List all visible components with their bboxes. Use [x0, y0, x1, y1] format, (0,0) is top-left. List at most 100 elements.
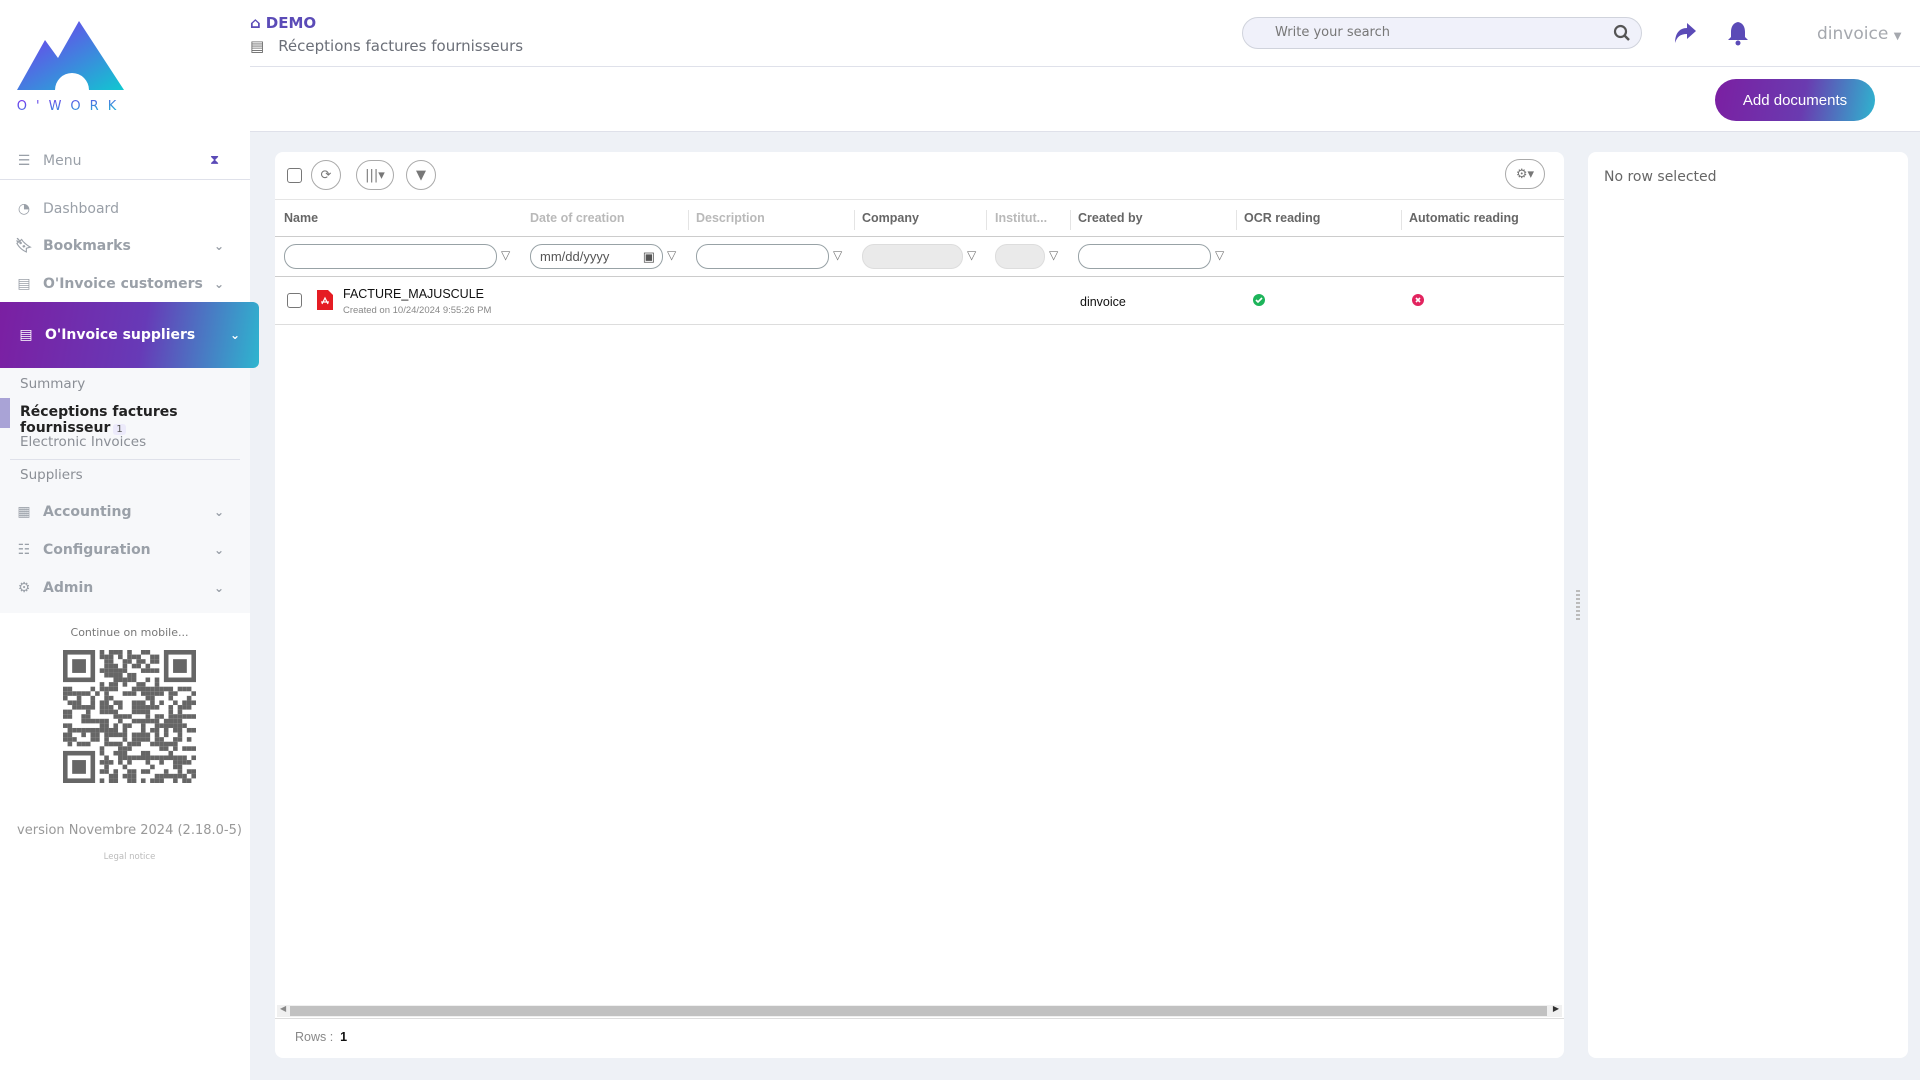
- description-filter-input[interactable]: [696, 244, 829, 269]
- check-circle-icon: [1253, 294, 1265, 306]
- chevron-down-icon: ⌄: [214, 543, 225, 557]
- sidebar-item-oinvoice-customers[interactable]: ▤ O'Invoice customers ⌄: [0, 274, 250, 294]
- document-icon: ▤: [19, 327, 33, 343]
- divider: [275, 236, 1564, 237]
- filter-button[interactable]: ▼: [406, 160, 436, 190]
- column-header-created-by[interactable]: Created by: [1078, 211, 1143, 225]
- gear-icon: ⚙▾: [1515, 166, 1535, 182]
- sidebar-subitem-summary[interactable]: Summary: [20, 376, 86, 392]
- submenu: Summary Réceptions factures fournisseur 1…: [0, 368, 250, 613]
- divider: [275, 276, 1564, 277]
- search-input[interactable]: Write your search: [1242, 17, 1642, 49]
- bell-icon[interactable]: [1727, 21, 1749, 46]
- oork-logo[interactable]: O'WORK: [15, 18, 127, 113]
- column-header-name[interactable]: Name: [284, 211, 319, 225]
- sidebar-subitem-receptions[interactable]: Réceptions factures fournisseur 1: [20, 404, 178, 436]
- refresh-button[interactable]: ⟳: [311, 160, 341, 190]
- column-header-date[interactable]: Date of creation: [530, 211, 625, 225]
- empty-selection-text: No row selected: [1604, 169, 1717, 185]
- sidebar-subitem-electronic-invoices[interactable]: Electronic Invoices: [20, 434, 147, 450]
- table-row[interactable]: FACTURE_MAJUSCULE Created on 10/24/2024 …: [275, 277, 1564, 325]
- hamburger-icon: ☰: [17, 152, 31, 169]
- calculator-icon: ▦: [17, 504, 31, 520]
- select-all-checkbox[interactable]: [287, 168, 302, 183]
- resize-handle[interactable]: [1576, 590, 1580, 620]
- legal-notice-link[interactable]: Legal notice: [103, 852, 156, 862]
- scrollbar-thumb[interactable]: [290, 1006, 1547, 1016]
- menu-toggle[interactable]: ☰ Menu ⧗: [0, 142, 250, 180]
- dashboard-icon: ◔: [17, 201, 31, 217]
- add-documents-button[interactable]: Add documents: [1715, 79, 1875, 121]
- count-badge: 1: [113, 424, 126, 435]
- detail-panel: No row selected: [1588, 152, 1908, 1058]
- chevron-down-icon: ⌄: [214, 277, 225, 291]
- filter-icon[interactable]: ▽: [501, 248, 511, 262]
- filter-icon[interactable]: ▽: [667, 248, 677, 262]
- filter-icon[interactable]: ▽: [1215, 248, 1225, 262]
- sidebar-item-configuration[interactable]: ☷ Configuration ⌄: [0, 540, 250, 560]
- sidebar-subitem-suppliers[interactable]: Suppliers: [20, 467, 83, 483]
- horizontal-scrollbar[interactable]: ◀ ▶: [277, 1004, 1562, 1017]
- filter-icon[interactable]: ▽: [1049, 248, 1059, 262]
- user-menu[interactable]: dinvoice ▼: [1817, 24, 1902, 44]
- top-bar: ⌂ DEMO ▤ Réceptions factures fournisseurs …: [250, 0, 1920, 132]
- chevron-down-icon: ⌄: [214, 239, 225, 253]
- divider: [10, 459, 240, 460]
- document-icon: ▤: [250, 37, 265, 55]
- company-filter-input: [862, 244, 963, 269]
- sidebar-item-bookmarks[interactable]: 🔖︎ Bookmarks ⌄: [15, 238, 225, 254]
- column-header-description[interactable]: Description: [696, 211, 765, 225]
- calendar-icon[interactable]: ▣: [642, 249, 655, 264]
- divider: [275, 199, 1564, 200]
- date-filter-input[interactable]: mm/dd/yyyy ▣: [530, 244, 663, 269]
- sidebar-item-oinvoice-suppliers[interactable]: ▤ O'Invoice suppliers ⌄: [0, 302, 259, 368]
- divider: [275, 1018, 1564, 1019]
- column-header-automatic[interactable]: Automatic reading: [1409, 211, 1519, 225]
- sliders-icon: ☷: [17, 542, 31, 558]
- filter-icon[interactable]: ▽: [967, 248, 977, 262]
- column-header-ocr[interactable]: OCR reading: [1244, 211, 1321, 225]
- sidebar-item-dashboard[interactable]: ◔ Dashboard: [0, 199, 250, 219]
- share-icon[interactable]: [1672, 22, 1697, 44]
- pin-icon[interactable]: ⧗: [210, 153, 220, 168]
- document-icon: ▤: [17, 276, 31, 292]
- scroll-left-icon[interactable]: ◀: [280, 1004, 287, 1013]
- version-text: version Novembre 2024 (2.18.0-5): [17, 823, 242, 838]
- created-by-value: dinvoice: [1080, 295, 1126, 309]
- bookmark-icon: 🔖︎: [15, 238, 33, 254]
- gear-icon: ⚙: [17, 580, 31, 596]
- active-indicator: [0, 398, 10, 428]
- row-checkbox[interactable]: [287, 293, 302, 308]
- caret-down-icon: ▼: [1893, 31, 1902, 42]
- institution-filter-input: [995, 244, 1045, 269]
- column-header-company[interactable]: Company: [862, 211, 919, 225]
- filter-icon: ▼: [416, 167, 426, 183]
- sidebar-item-admin[interactable]: ⚙ Admin ⌄: [0, 578, 250, 598]
- settings-button[interactable]: ⚙▾: [1505, 159, 1545, 189]
- sidebar: O'WORK ☰ Menu ⧗ ◔ Dashboard 🔖︎ Bookmarks ⌄ …: [0, 0, 259, 1080]
- qr-code: [63, 650, 196, 783]
- columns-icon: |||▾: [365, 167, 385, 183]
- sidebar-item-accounting[interactable]: ▦ Accounting ⌄: [0, 502, 250, 522]
- document-name[interactable]: FACTURE_MAJUSCULE: [343, 287, 484, 301]
- pdf-icon: [317, 290, 333, 310]
- home-icon: ⌂: [250, 14, 261, 32]
- documents-grid: ⟳ |||▾ ▼ ⚙▾ Name Date of creation Descri…: [275, 152, 1564, 1058]
- error-circle-icon: [1412, 294, 1424, 306]
- column-header-institution[interactable]: Institut...: [995, 211, 1048, 225]
- created-by-filter-input[interactable]: [1078, 244, 1211, 269]
- refresh-icon: ⟳: [320, 167, 332, 183]
- chevron-down-icon: ⌄: [214, 505, 225, 519]
- chevron-down-icon: ⌄: [230, 328, 241, 342]
- workspace-link[interactable]: ⌂ DEMO: [250, 14, 317, 32]
- mobile-label: Continue on mobile...: [70, 626, 189, 639]
- search-icon[interactable]: [1613, 24, 1631, 42]
- scroll-right-icon[interactable]: ▶: [1552, 1004, 1559, 1013]
- chevron-down-icon: ⌄: [214, 581, 225, 595]
- breadcrumb: ▤ Réceptions factures fournisseurs: [250, 37, 524, 55]
- name-filter-input[interactable]: [284, 244, 497, 269]
- columns-button[interactable]: |||▾: [356, 160, 394, 190]
- filter-icon[interactable]: ▽: [833, 248, 843, 262]
- document-created: Created on 10/24/2024 9:55:26 PM: [343, 305, 492, 316]
- rows-count: Rows : 1: [295, 1030, 348, 1044]
